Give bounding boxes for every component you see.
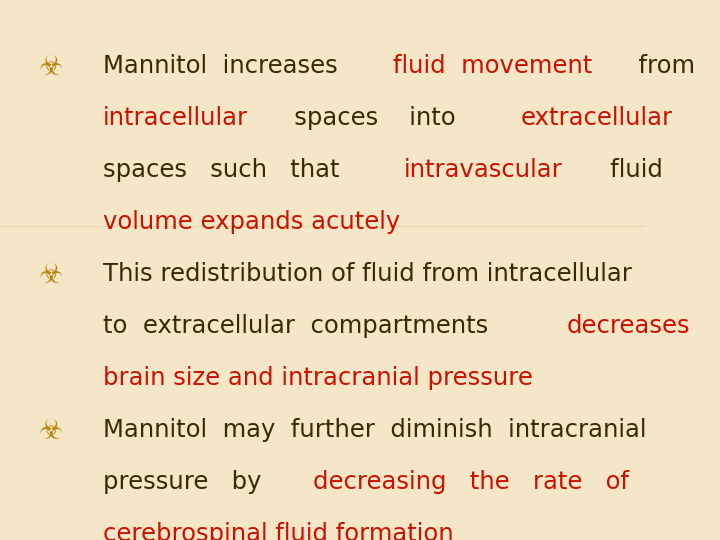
Text: fluid: fluid <box>587 158 663 182</box>
Text: fluid  movement: fluid movement <box>392 54 592 78</box>
Text: decreases: decreases <box>567 314 690 338</box>
Text: ☣: ☣ <box>39 54 63 80</box>
Text: to  extracellular  compartments: to extracellular compartments <box>103 314 504 338</box>
Text: This redistribution of fluid from intracellular: This redistribution of fluid from intrac… <box>103 262 632 286</box>
Text: intracellular: intracellular <box>103 106 248 130</box>
Text: volume expands acutely: volume expands acutely <box>103 210 400 234</box>
Text: ☣: ☣ <box>39 417 63 444</box>
Text: decreasing   the   rate   of: decreasing the rate of <box>313 470 629 494</box>
Text: from: from <box>623 54 695 78</box>
Text: pressure   by: pressure by <box>103 470 285 494</box>
Text: spaces   such   that: spaces such that <box>103 158 363 182</box>
Text: extracellular: extracellular <box>521 106 672 130</box>
Text: Mannitol  increases: Mannitol increases <box>103 54 354 78</box>
Text: brain size and intracranial pressure: brain size and intracranial pressure <box>103 366 533 390</box>
Text: intravascular: intravascular <box>404 158 562 182</box>
Text: ☣: ☣ <box>39 262 63 288</box>
Text: spaces    into: spaces into <box>271 106 487 130</box>
Text: Mannitol  may  further  diminish  intracranial: Mannitol may further diminish intracrani… <box>103 417 647 442</box>
Text: cerebrospinal fluid formation: cerebrospinal fluid formation <box>103 522 454 540</box>
